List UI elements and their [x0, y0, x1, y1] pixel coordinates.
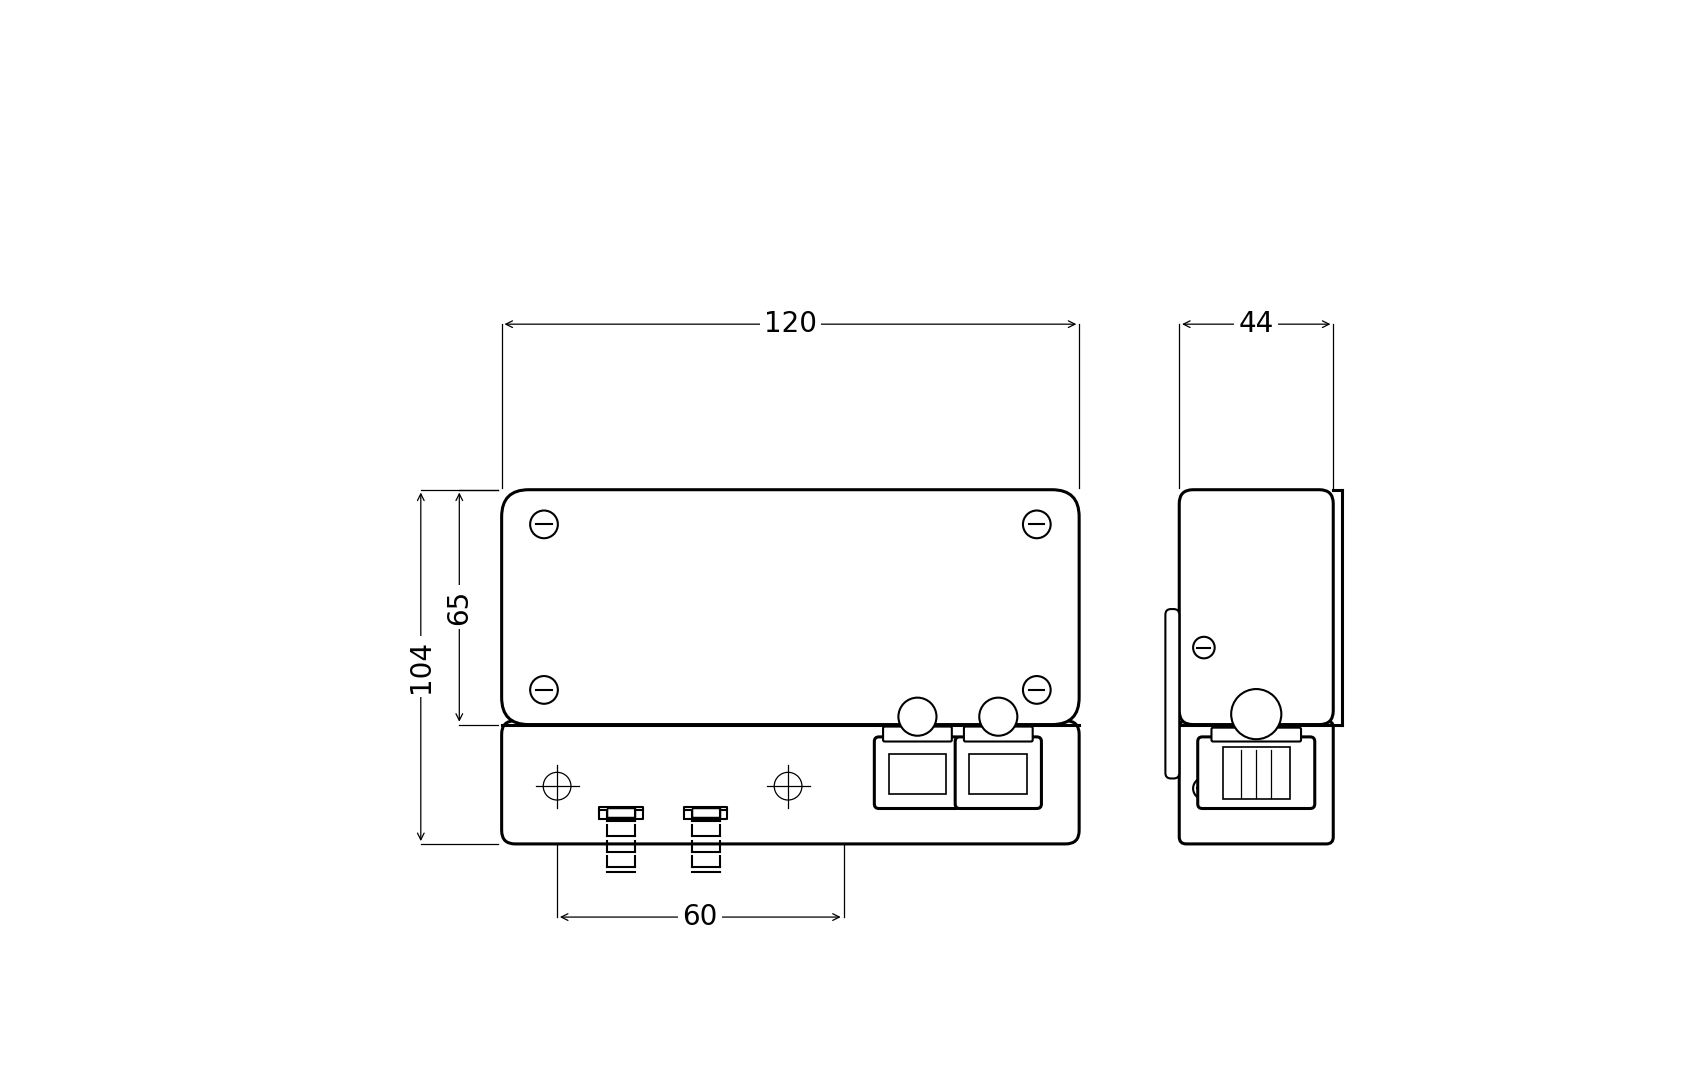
Circle shape [1193, 777, 1215, 799]
Text: 120: 120 [763, 310, 818, 338]
Circle shape [898, 697, 937, 735]
FancyBboxPatch shape [874, 737, 960, 808]
FancyBboxPatch shape [882, 727, 952, 742]
Bar [969, 755, 1027, 793]
Circle shape [1231, 689, 1282, 740]
Circle shape [530, 511, 558, 538]
Bar [1222, 746, 1290, 799]
Text: 65: 65 [445, 590, 473, 625]
FancyBboxPatch shape [964, 727, 1032, 742]
FancyBboxPatch shape [502, 721, 1080, 844]
FancyBboxPatch shape [1198, 737, 1314, 808]
Text: 44: 44 [1239, 310, 1273, 338]
FancyBboxPatch shape [1180, 721, 1333, 844]
Circle shape [1193, 637, 1215, 659]
Text: 104: 104 [406, 640, 435, 693]
Circle shape [774, 772, 802, 800]
Circle shape [979, 697, 1017, 735]
FancyBboxPatch shape [1212, 728, 1300, 742]
Circle shape [530, 676, 558, 704]
FancyBboxPatch shape [955, 737, 1042, 808]
Circle shape [1023, 676, 1051, 704]
Bar [889, 755, 947, 793]
FancyBboxPatch shape [502, 489, 1080, 724]
Circle shape [1023, 511, 1051, 538]
Text: 60: 60 [683, 903, 717, 931]
FancyBboxPatch shape [1166, 609, 1180, 778]
FancyBboxPatch shape [1180, 489, 1333, 724]
Circle shape [544, 772, 571, 800]
